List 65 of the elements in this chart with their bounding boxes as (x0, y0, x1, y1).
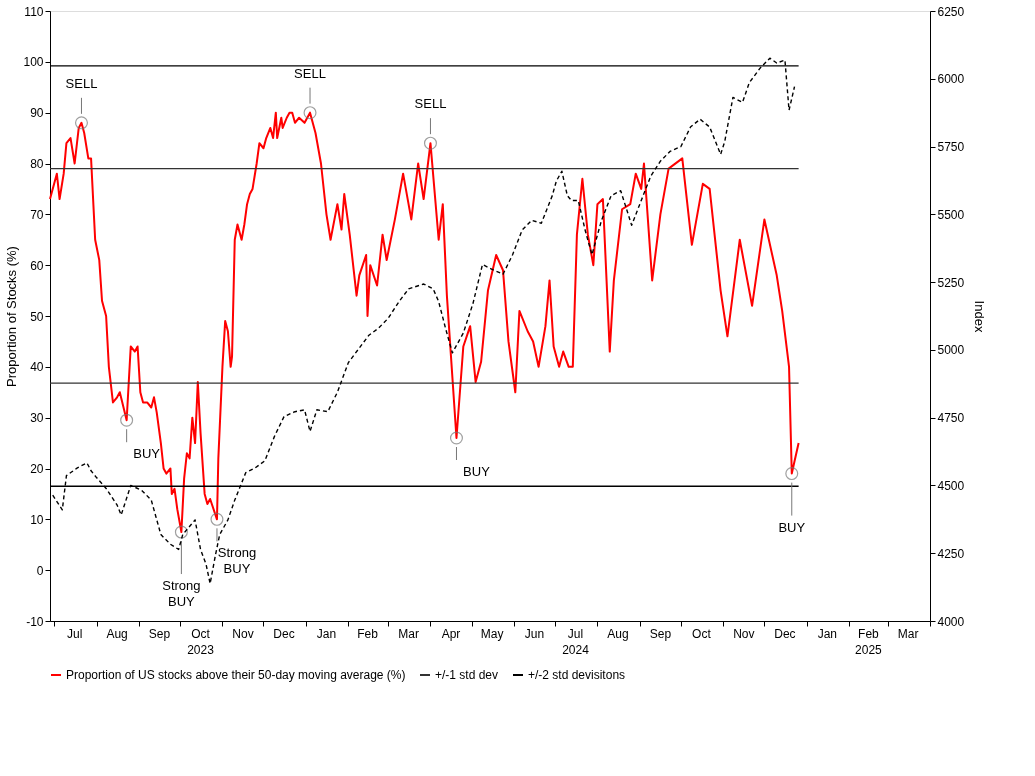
point (120, 413, 134, 427)
y2-tick-label: 4750 (937, 411, 965, 426)
x-tick-label: Feb (357, 627, 379, 641)
y2-tick-label: 4000 (937, 614, 965, 629)
x-tick-label: May (480, 627, 504, 641)
x-tick-label: Jan (316, 627, 337, 641)
y-tick-label: 10 (30, 512, 44, 527)
x-tick-label: Oct 2023 (187, 627, 215, 657)
legend-label: +/-1 std dev (435, 668, 499, 682)
y-tick-label: 30 (30, 411, 44, 426)
x-tick-label: Jan (817, 627, 838, 641)
x-tick-label: Oct (692, 627, 712, 641)
annotation: SELL (414, 96, 447, 112)
point (449, 431, 463, 445)
point (210, 512, 224, 526)
x-tick-label: Dec (273, 627, 295, 641)
y-tick-label: -10 (26, 614, 44, 629)
y2-axis-title: Index (972, 300, 988, 333)
y2-tick-label: 5750 (937, 140, 965, 155)
legend-label: +/-2 std devisitons (528, 668, 626, 682)
y-tick-label: 80 (30, 157, 44, 171)
y-tick-label: 70 (30, 207, 44, 222)
annotation: BUY (778, 519, 806, 535)
x-tick-label: Sep (148, 627, 171, 641)
y-tick-label: 60 (30, 258, 44, 273)
y-tick-label: 0 (36, 563, 44, 578)
x-tick-label: Nov (232, 627, 254, 641)
x-tick-label: Feb 2025 (855, 627, 883, 657)
y-tick-label: 110 (24, 4, 44, 19)
annotation: SELL (65, 75, 98, 91)
x-tick-label: Dec (774, 627, 796, 641)
x-tick-label: Jul (66, 627, 83, 641)
x-tick-label: Aug (607, 627, 629, 641)
legend-label: Proportion of US stocks above their 50-day moving average (%) (66, 668, 406, 682)
y2-tick-label: 4250 (937, 546, 965, 561)
y2-tick-label: 6000 (937, 72, 965, 87)
x-tick-label: Sep (649, 627, 672, 641)
annotation: BUY (463, 464, 491, 479)
x-tick-label: Mar (897, 627, 919, 641)
annotation: SELL (294, 65, 326, 81)
y-tick-label: 50 (30, 309, 44, 324)
y2-tick-label: 5000 (937, 343, 965, 358)
x-tick-label: Apr (441, 627, 461, 641)
x-tick-label: Jun (524, 627, 545, 641)
y-tick-label: 100 (23, 55, 44, 70)
y-tick-label: 20 (30, 462, 44, 476)
point (303, 106, 317, 120)
annotation: BUY (133, 446, 161, 462)
y2-tick-label: 4500 (937, 478, 965, 493)
y-tick-label: 90 (30, 106, 44, 121)
annotation: Strong BUY (162, 578, 201, 610)
point (423, 136, 437, 150)
y2-tick-label: 5500 (937, 207, 965, 222)
x-tick-label: Nov (733, 627, 755, 641)
point (785, 467, 799, 481)
x-tick-label: Mar (398, 627, 419, 641)
y-tick-label: 40 (30, 360, 44, 375)
x-tick-label: Jul 2024 (562, 627, 590, 657)
y2-tick-label: 6250 (937, 4, 965, 19)
x-tick-label: Aug (106, 627, 128, 641)
y-axis-title: Proportion of Stocks (%) (4, 246, 20, 387)
point (74, 116, 88, 130)
point (174, 525, 188, 539)
y2-tick-label: 5250 (937, 275, 965, 290)
annotation: Strong BUY (217, 545, 257, 577)
